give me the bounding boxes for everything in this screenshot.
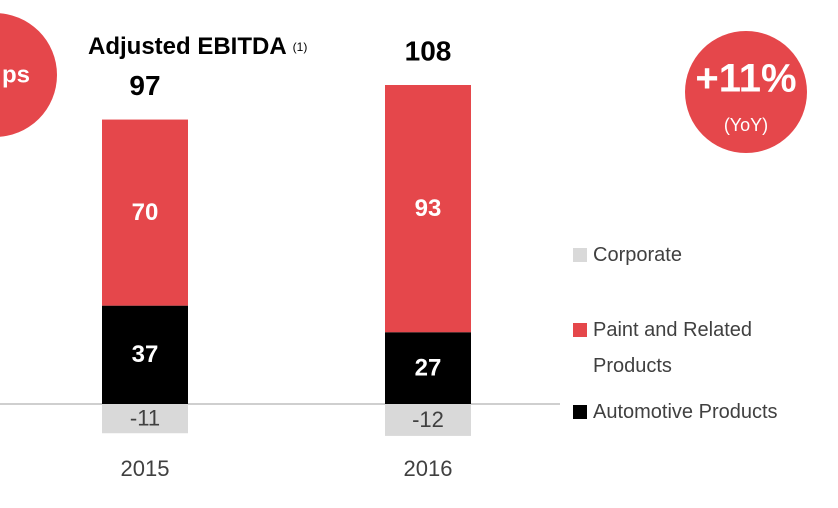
segment-label: 93 (415, 195, 442, 222)
legend-label: Corporate (593, 244, 682, 266)
x-tick-label: 2015 (121, 456, 170, 481)
total-label: 97 (129, 70, 160, 101)
total-label: 108 (405, 35, 452, 66)
bar-segment (385, 332, 471, 404)
title-note: (1) (293, 40, 308, 54)
legend-item: Automotive Products (573, 394, 833, 430)
left-badge (0, 13, 57, 137)
growth-note: (YoY) (724, 115, 768, 135)
segment-label: -11 (130, 405, 160, 430)
left-badge-text: ps (2, 61, 30, 88)
legend-item: Corporate (573, 237, 833, 273)
bar-segment (102, 305, 188, 404)
bar-segment (102, 119, 188, 306)
bar-segment (385, 404, 471, 436)
growth-text: +11% (695, 57, 796, 101)
legend-swatch (573, 405, 587, 419)
x-tick-label: 2016 (404, 456, 453, 481)
growth-badge (685, 31, 807, 153)
title: Adjusted EBITDA (88, 33, 287, 60)
segment-label: 37 (132, 341, 159, 368)
legend-swatch (573, 248, 587, 262)
segment-label: 70 (132, 199, 159, 226)
bar-segment (102, 404, 188, 434)
bar-segment (385, 85, 471, 333)
legend-label: Automotive Products (593, 401, 778, 423)
segment-label: 27 (415, 354, 442, 381)
legend-item: Paint and Related Products (573, 312, 783, 384)
legend-swatch (573, 323, 587, 337)
segment-label: -12 (412, 407, 444, 432)
legend-label: Paint and Related Products (593, 319, 753, 377)
chart-title: Adjusted EBITDA (1) (88, 33, 307, 60)
